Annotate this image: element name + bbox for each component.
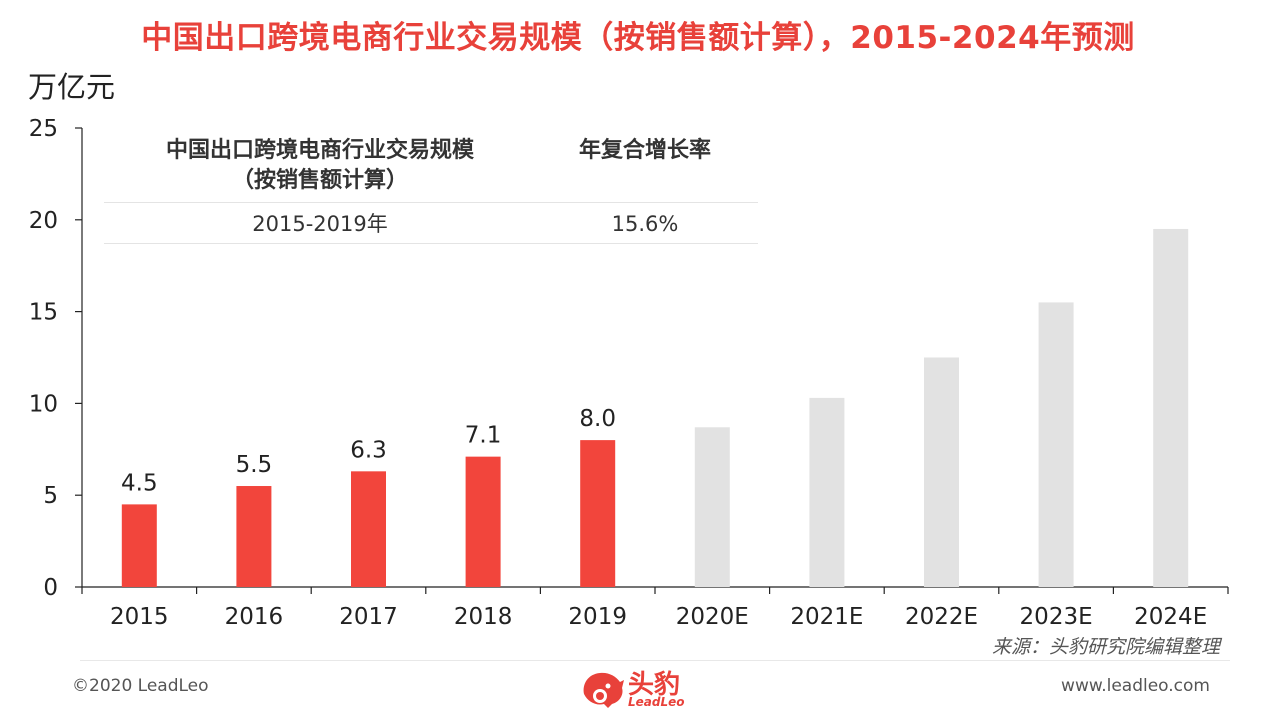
table-rule-top xyxy=(104,202,758,203)
data-label: 4.5 xyxy=(121,470,158,496)
data-label: 8.0 xyxy=(579,406,616,432)
bar-2017 xyxy=(351,471,386,587)
y-tick-label: 15 xyxy=(29,300,58,326)
x-tick-label: 2023E xyxy=(1020,604,1093,630)
x-tick-label: 2015 xyxy=(110,604,169,630)
source-note: 来源：头豹研究院编辑整理 xyxy=(991,636,1220,658)
table-header-scale-line2: （按销售额计算） xyxy=(231,168,408,193)
table-header-scale-line1: 中国出口跨境电商行业交易规模 xyxy=(165,138,474,163)
bar-2024E xyxy=(1153,228,1189,588)
table-header-scale: 中国出口跨境电商行业交易规模 （按销售额计算） xyxy=(110,136,530,196)
leopard-icon xyxy=(583,672,624,708)
x-tick-label: 2017 xyxy=(339,604,398,630)
y-tick-label: 5 xyxy=(43,483,58,509)
table-header-cagr: 年复合增长率 xyxy=(578,138,711,163)
copyright-text: ©2020 LeadLeo xyxy=(72,676,209,696)
data-label: 5.5 xyxy=(236,452,273,478)
x-tick-label: 2024E xyxy=(1134,604,1207,630)
y-tick-label: 25 xyxy=(29,116,58,142)
bar-2016 xyxy=(236,486,272,587)
x-tick-label: 2019 xyxy=(568,604,627,630)
bar-2018 xyxy=(465,456,501,587)
bar-2023E xyxy=(1038,302,1074,587)
data-label: 6.3 xyxy=(350,437,387,463)
bar-2015 xyxy=(121,504,157,587)
x-tick-label: 2018 xyxy=(454,604,513,630)
footer-divider xyxy=(80,660,1230,661)
bar-2021E xyxy=(809,397,845,587)
chart-bars xyxy=(121,228,1189,588)
bar-2020E xyxy=(694,427,730,587)
table-cell-cagr: 15.6% xyxy=(611,212,679,236)
x-tick-label: 2022E xyxy=(905,604,978,630)
x-tick-label: 2020E xyxy=(676,604,749,630)
website-url: www.leadleo.com xyxy=(1061,676,1210,696)
leadleo-logo: 头豹 LeadLeo xyxy=(578,664,718,712)
logo-text-en: LeadLeo xyxy=(628,695,685,709)
chart-axes: 0 5 10 15 20 25 xyxy=(29,116,1229,601)
y-axis-unit-label: 万亿元 xyxy=(28,70,116,104)
bar-2022E xyxy=(924,357,959,587)
table-rule-bottom xyxy=(104,243,758,244)
table-cell-period: 2015-2019年 xyxy=(252,212,388,236)
y-tick-label: 20 xyxy=(29,208,58,234)
y-tick-label: 10 xyxy=(29,391,58,417)
x-tick-label: 2021E xyxy=(790,604,863,630)
data-label: 7.1 xyxy=(465,423,502,449)
logo-text-cn: 头豹 xyxy=(628,670,681,700)
y-tick-label: 0 xyxy=(43,575,58,601)
x-tick-label: 2016 xyxy=(225,604,284,630)
chart-labels: 2015 4.5 2016 5.5 2017 6.3 2018 7.1 2019 8.0 2020E… xyxy=(110,406,1207,630)
slide-title: 中国出口跨境电商行业交易规模（按销售额计算），2015-2024年预测 xyxy=(141,20,1135,56)
bar-2019 xyxy=(580,440,616,587)
